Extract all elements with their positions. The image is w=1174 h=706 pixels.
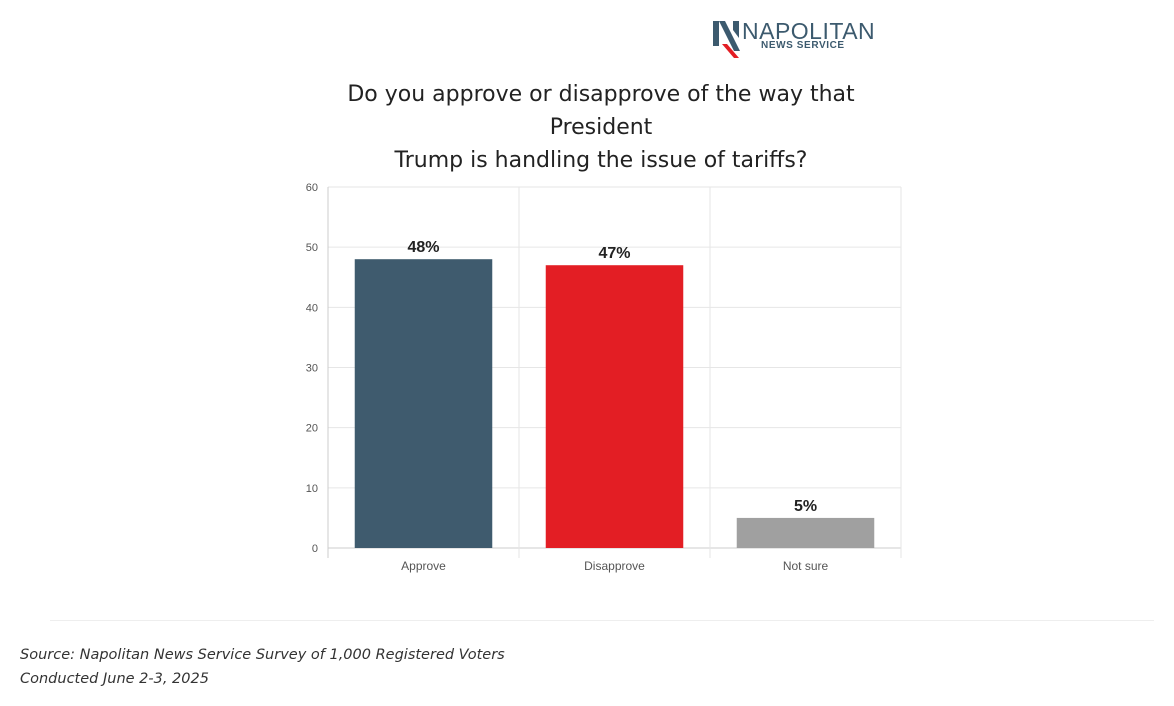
bar-approve bbox=[354, 259, 493, 548]
napolitan-logo-icon bbox=[713, 21, 740, 58]
data-label: 47% bbox=[598, 245, 630, 262]
bar-disapprove bbox=[545, 265, 684, 548]
y-tick-label: 40 bbox=[306, 302, 318, 314]
data-label: 5% bbox=[794, 498, 817, 515]
y-tick-label: 30 bbox=[306, 363, 318, 375]
y-tick-label: 10 bbox=[306, 483, 318, 495]
bar-not-sure bbox=[736, 517, 875, 548]
chart-title-line-2: Trump is handling the issue of tariffs? bbox=[394, 148, 808, 173]
logo-subtitle: NEWS SERVICE bbox=[761, 40, 845, 51]
y-tick-label: 0 bbox=[312, 543, 318, 555]
chart-title-line-1: Do you approve or disapprove of the way … bbox=[347, 82, 855, 140]
y-tick-label: 50 bbox=[306, 242, 318, 254]
survey-date: Conducted June 2-3, 2025 bbox=[20, 671, 209, 687]
chart-title: Do you approve or disapprove of the way … bbox=[300, 78, 902, 177]
source-note: Source: Napolitan News Service Survey of… bbox=[20, 643, 505, 691]
logo-wordmark: NAPOLITAN bbox=[742, 18, 876, 44]
y-tick-label: 20 bbox=[306, 423, 318, 435]
source-text: Source: Napolitan News Service Survey of… bbox=[20, 647, 505, 663]
x-tick-label: Approve bbox=[401, 559, 446, 573]
data-label: 48% bbox=[407, 239, 439, 256]
bar-chart: 0 10 20 30 40 50 60 48% Approve 47% Disapprove 5% No… bbox=[306, 182, 902, 573]
x-tick-label: Not sure bbox=[783, 559, 829, 573]
logo: NAPOLITAN NEWS SERVICE bbox=[712, 18, 876, 62]
x-tick-label: Disapprove bbox=[584, 559, 645, 573]
divider bbox=[50, 620, 1154, 621]
y-tick-label: 60 bbox=[306, 182, 318, 194]
